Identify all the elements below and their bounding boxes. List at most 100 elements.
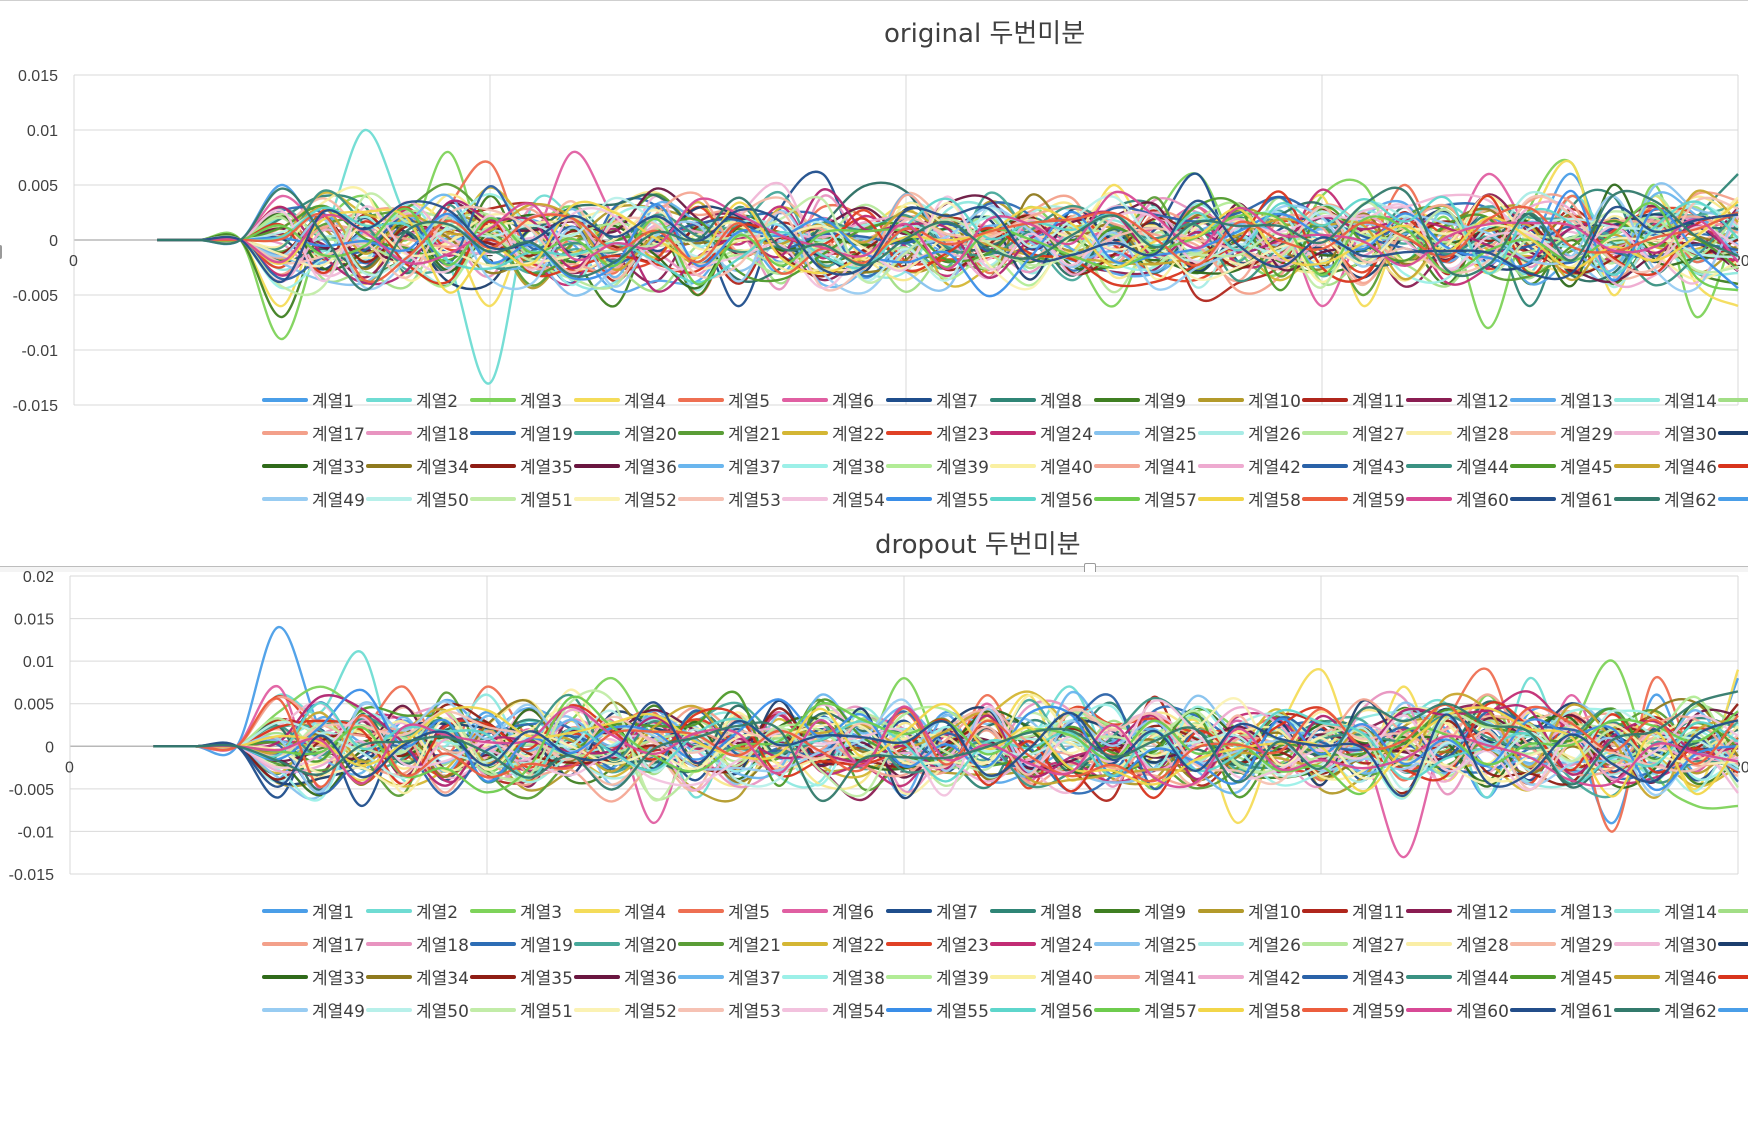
legend-item[interactable]: 계열49 bbox=[262, 993, 366, 1026]
legend-item[interactable]: 계열58 bbox=[1198, 993, 1302, 1026]
legend-item[interactable]: 계열8 bbox=[990, 894, 1094, 927]
legend-item[interactable]: 계열18 bbox=[366, 416, 470, 449]
legend-item[interactable]: 계열14 bbox=[1614, 383, 1718, 416]
legend-item[interactable]: 계열10 bbox=[1198, 894, 1302, 927]
legend-item[interactable]: 계열25 bbox=[1094, 416, 1198, 449]
legend-item[interactable]: 계열35 bbox=[470, 960, 574, 993]
legend-item[interactable]: 계열11 bbox=[1302, 383, 1406, 416]
legend-item[interactable]: 계열30 bbox=[1614, 416, 1718, 449]
legend-item[interactable]: 계열61 bbox=[1510, 993, 1614, 1026]
legend-item[interactable]: 계열38 bbox=[782, 449, 886, 482]
legend-item[interactable] bbox=[1718, 449, 1748, 482]
legend-item[interactable]: 계열20 bbox=[574, 416, 678, 449]
legend-item[interactable]: 계열9 bbox=[1094, 894, 1198, 927]
legend-item[interactable]: 계열7 bbox=[886, 894, 990, 927]
legend-item[interactable]: 계열34 bbox=[366, 449, 470, 482]
legend-item[interactable]: 계열54 bbox=[782, 993, 886, 1026]
legend-item[interactable]: 계열60 bbox=[1406, 993, 1510, 1026]
legend-item[interactable]: 계열5 bbox=[678, 894, 782, 927]
legend-item[interactable]: 계열21 bbox=[678, 416, 782, 449]
legend-item[interactable]: 계열13 bbox=[1510, 383, 1614, 416]
legend-item[interactable]: 계열55 bbox=[886, 993, 990, 1026]
legend-item[interactable]: 계열28 bbox=[1406, 927, 1510, 960]
legend-item[interactable]: 계열46 bbox=[1614, 449, 1718, 482]
legend-item[interactable]: 계열7 bbox=[886, 383, 990, 416]
legend-item[interactable]: 계열62 bbox=[1614, 482, 1718, 515]
legend-item[interactable]: 계열26 bbox=[1198, 416, 1302, 449]
legend-item[interactable]: 계열27 bbox=[1302, 927, 1406, 960]
legend-item[interactable]: 계열52 bbox=[574, 993, 678, 1026]
legend-item[interactable]: 계열46 bbox=[1614, 960, 1718, 993]
legend-item[interactable]: 계열18 bbox=[366, 927, 470, 960]
legend-item[interactable]: 계열6 bbox=[782, 383, 886, 416]
legend-item[interactable]: 계열29 bbox=[1510, 927, 1614, 960]
legend-item[interactable]: 계열19 bbox=[470, 927, 574, 960]
legend-item[interactable]: 계열20 bbox=[574, 927, 678, 960]
legend-item[interactable]: 계열44 bbox=[1406, 960, 1510, 993]
legend-item[interactable] bbox=[1718, 482, 1748, 515]
legend-item[interactable]: 계열28 bbox=[1406, 416, 1510, 449]
legend-item[interactable]: 계열45 bbox=[1510, 449, 1614, 482]
legend-item[interactable]: 계열30 bbox=[1614, 927, 1718, 960]
legend-item[interactable]: 계열10 bbox=[1198, 383, 1302, 416]
legend-item[interactable]: 계열1 bbox=[262, 894, 366, 927]
legend-item[interactable]: 계열34 bbox=[366, 960, 470, 993]
legend-item[interactable]: 계열12 bbox=[1406, 894, 1510, 927]
legend-item[interactable]: 계열17 bbox=[262, 416, 366, 449]
legend-item[interactable]: 계열40 bbox=[990, 960, 1094, 993]
legend-item[interactable]: 계열33 bbox=[262, 449, 366, 482]
legend-item[interactable]: 계열58 bbox=[1198, 482, 1302, 515]
legend-item[interactable]: 계열44 bbox=[1406, 449, 1510, 482]
legend-item[interactable]: 계열3 bbox=[470, 383, 574, 416]
legend-item[interactable]: 계열23 bbox=[886, 927, 990, 960]
legend-item[interactable]: 계열23 bbox=[886, 416, 990, 449]
legend-item[interactable]: 계열59 bbox=[1302, 482, 1406, 515]
legend-item[interactable]: 계열14 bbox=[1614, 894, 1718, 927]
legend-item[interactable] bbox=[1718, 993, 1748, 1026]
legend-item[interactable]: 계열2 bbox=[366, 383, 470, 416]
legend-item[interactable] bbox=[1718, 416, 1748, 449]
legend-item[interactable]: 계열59 bbox=[1302, 993, 1406, 1026]
legend-item[interactable]: 계열60 bbox=[1406, 482, 1510, 515]
legend-item[interactable]: 계열42 bbox=[1198, 960, 1302, 993]
legend-item[interactable]: 계열49 bbox=[262, 482, 366, 515]
legend-item[interactable]: 계열29 bbox=[1510, 416, 1614, 449]
legend-item[interactable]: 계열40 bbox=[990, 449, 1094, 482]
legend-item[interactable]: 계열17 bbox=[262, 927, 366, 960]
legend-item[interactable]: 계열45 bbox=[1510, 960, 1614, 993]
legend-item[interactable]: 계열36 bbox=[574, 449, 678, 482]
legend-item[interactable]: 계열3 bbox=[470, 894, 574, 927]
legend-item[interactable] bbox=[1718, 894, 1748, 927]
legend-item[interactable] bbox=[1718, 927, 1748, 960]
legend-item[interactable]: 계열6 bbox=[782, 894, 886, 927]
resize-handle-left[interactable] bbox=[0, 245, 2, 259]
legend-item[interactable]: 계열22 bbox=[782, 927, 886, 960]
legend-item[interactable]: 계열37 bbox=[678, 960, 782, 993]
legend-item[interactable]: 계열33 bbox=[262, 960, 366, 993]
legend-item[interactable]: 계열54 bbox=[782, 482, 886, 515]
legend-item[interactable]: 계열12 bbox=[1406, 383, 1510, 416]
legend-item[interactable]: 계열56 bbox=[990, 993, 1094, 1026]
legend-item[interactable]: 계열36 bbox=[574, 960, 678, 993]
legend-item[interactable]: 계열62 bbox=[1614, 993, 1718, 1026]
legend-item[interactable]: 계열5 bbox=[678, 383, 782, 416]
legend-item[interactable]: 계열51 bbox=[470, 482, 574, 515]
legend-item[interactable]: 계열11 bbox=[1302, 894, 1406, 927]
legend-item[interactable]: 계열39 bbox=[886, 449, 990, 482]
legend-item[interactable]: 계열9 bbox=[1094, 383, 1198, 416]
legend-item[interactable]: 계열41 bbox=[1094, 449, 1198, 482]
legend-item[interactable]: 계열50 bbox=[366, 993, 470, 1026]
legend-item[interactable]: 계열4 bbox=[574, 383, 678, 416]
legend-item[interactable]: 계열13 bbox=[1510, 894, 1614, 927]
legend-item[interactable]: 계열43 bbox=[1302, 449, 1406, 482]
legend-item[interactable]: 계열24 bbox=[990, 416, 1094, 449]
legend-item[interactable]: 계열53 bbox=[678, 482, 782, 515]
legend-item[interactable]: 계열51 bbox=[470, 993, 574, 1026]
legend-item[interactable]: 계열52 bbox=[574, 482, 678, 515]
legend-item[interactable]: 계열41 bbox=[1094, 960, 1198, 993]
legend-item[interactable]: 계열43 bbox=[1302, 960, 1406, 993]
legend-item[interactable]: 계열26 bbox=[1198, 927, 1302, 960]
legend-item[interactable]: 계열53 bbox=[678, 993, 782, 1026]
legend-item[interactable]: 계열38 bbox=[782, 960, 886, 993]
legend-item[interactable]: 계열27 bbox=[1302, 416, 1406, 449]
